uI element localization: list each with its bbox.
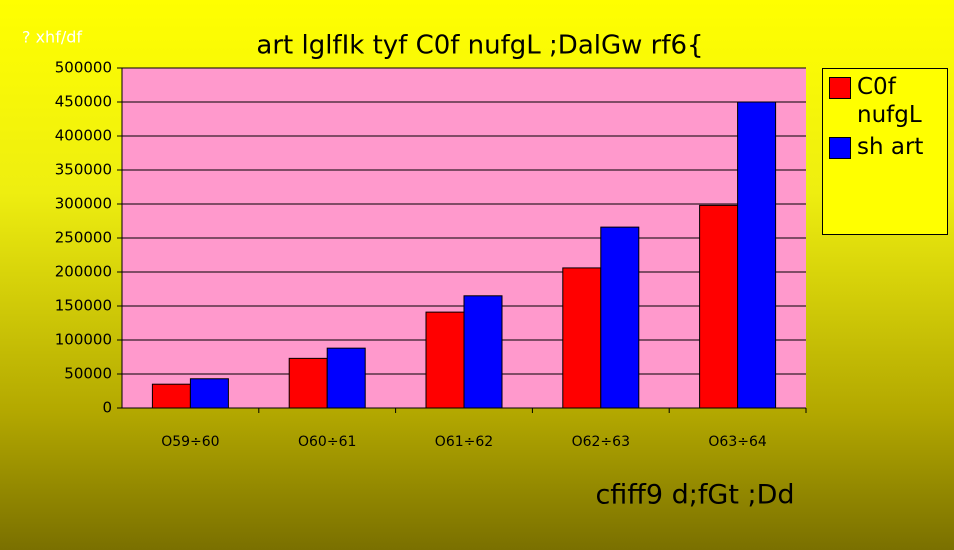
y-tick-label: 0 [102,399,112,417]
bar [737,101,777,409]
legend-swatch [829,137,851,159]
y-tick-label: 400000 [55,127,112,145]
bar [288,357,328,409]
x-tick-label: O60÷61 [298,434,356,450]
x-tick-label: O61÷62 [435,434,493,450]
y-tick-label: 250000 [55,229,112,247]
bar [189,378,229,409]
y-tick-label: 300000 [55,195,112,213]
y-tick-label: 150000 [55,297,112,315]
y-tick-label: 200000 [55,263,112,281]
y-tick-label: 50000 [64,365,112,383]
y-tick-label: 500000 [55,59,112,77]
y-axis-label: ? xhf/df [22,28,82,47]
bar [151,383,191,409]
x-tick-label: O63÷64 [708,434,766,450]
bar [600,226,640,409]
bar [425,311,465,409]
x-tick-label: O62÷63 [572,434,630,450]
legend-entry: C0f nufgL [829,73,941,129]
legend-swatch [829,77,851,99]
legend-label: C0f nufgL [857,74,922,128]
bar [699,204,739,409]
legend-entry: sh art [829,133,941,161]
y-tick-label: 100000 [55,331,112,349]
chart-title: art lglfIk tyf C0f nufgL ;DalGw rf6{ [256,31,703,61]
legend-label: sh art [857,134,924,160]
x-axis-label: cfiff9 d;fGt ;Dd [595,480,794,511]
y-tick-label: 450000 [55,93,112,111]
bar [562,267,602,409]
bar [326,347,366,409]
legend: C0f nufgL sh art [822,68,948,235]
bar [463,295,503,409]
y-tick-label: 350000 [55,161,112,179]
x-tick-label: O59÷60 [161,434,219,450]
